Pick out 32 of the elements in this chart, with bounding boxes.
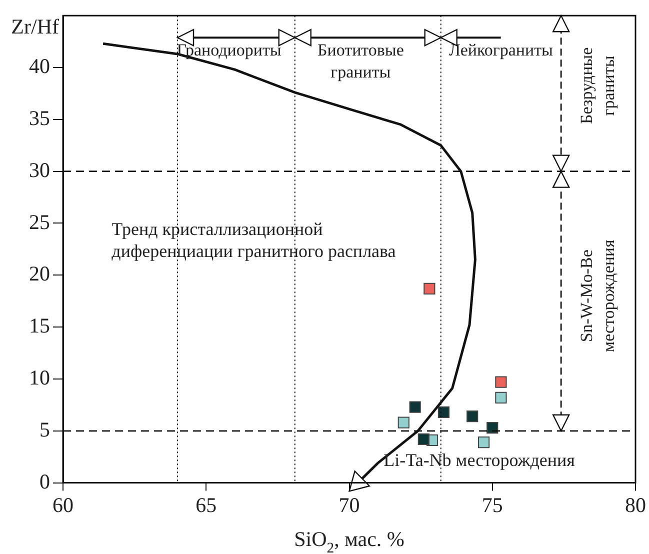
annotation: Лейкограниты [448,40,554,60]
y-tick-label: 15 [29,314,50,338]
x-tick-label: 75 [482,492,503,517]
y-tick-label: 10 [29,365,50,390]
point [478,436,490,448]
annotation: Безрудные граниты [576,47,618,124]
x-tick-label: 70 [338,492,360,517]
x-tick-label: 80 [625,492,646,517]
annotation: Биотитовые граниты [318,40,404,82]
y-tick-label: 20 [29,262,50,286]
point [438,406,450,418]
y-axis-title: Zr/Hf [11,14,59,39]
point [486,422,498,434]
y-tick-label: 35 [29,106,50,130]
annotation: Гранодиориты [176,40,282,60]
point [424,282,436,294]
point [495,376,507,388]
point [398,416,410,428]
annotation: Sn-W-Mo-Be месторождения [576,239,618,352]
point [466,410,478,422]
annotation: Тренд кристаллизационной диференциации гранитного расплава [112,218,396,261]
point [495,392,507,404]
x-tick-label: 60 [52,492,74,517]
y-tick-label: 25 [29,210,50,234]
annotation: Li-Ta-Nb месторождения [384,450,575,470]
point [418,433,430,445]
x-tick-label: 65 [196,492,217,517]
point [409,401,421,413]
y-tick-label: 0 [40,469,50,494]
y-tick-label: 30 [29,158,50,182]
y-tick-label: 5 [40,417,50,442]
y-tick-label: 40 [29,54,50,78]
